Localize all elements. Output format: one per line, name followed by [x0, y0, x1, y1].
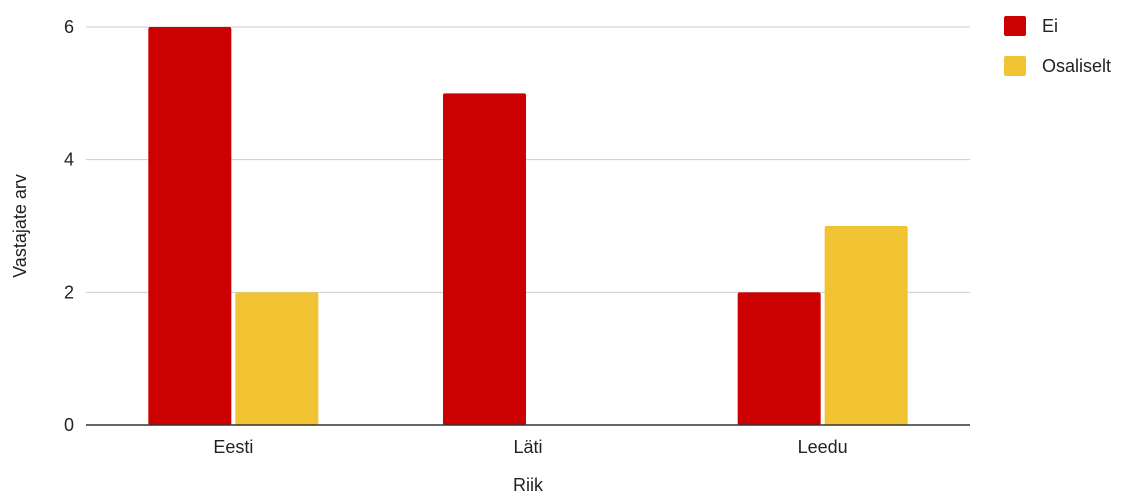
- legend[interactable]: Ei Osaliselt: [1004, 16, 1111, 76]
- bars: [148, 27, 908, 425]
- bar-ei-eesti[interactable]: [148, 27, 232, 425]
- bar-ei-leedu[interactable]: [737, 292, 821, 425]
- y-tick-label: 6: [64, 17, 74, 37]
- legend-label-osaliselt: Osaliselt: [1042, 56, 1111, 76]
- x-tick-label: Leedu: [798, 437, 848, 457]
- legend-swatch-ei: [1004, 16, 1026, 36]
- y-tick-label: 4: [64, 150, 74, 170]
- bar-osaliselt-leedu[interactable]: [824, 226, 908, 425]
- bar-osaliselt-eesti[interactable]: [235, 292, 319, 425]
- x-tick-label: Läti: [513, 437, 542, 457]
- y-tick-label: 2: [64, 282, 74, 302]
- legend-swatch-osaliselt: [1004, 56, 1026, 76]
- legend-label-ei: Ei: [1042, 16, 1058, 36]
- x-tick-labels: Eesti Läti Leedu: [213, 437, 847, 457]
- y-tick-label: 0: [64, 415, 74, 435]
- y-tick-labels: 0 2 4 6: [64, 17, 74, 435]
- gridlines: [86, 26, 970, 293]
- x-tick-label: Eesti: [213, 437, 253, 457]
- x-axis-title: Riik: [513, 475, 544, 495]
- bar-ei-läti[interactable]: [443, 93, 526, 425]
- y-axis-title: Vastajate arv: [10, 174, 30, 278]
